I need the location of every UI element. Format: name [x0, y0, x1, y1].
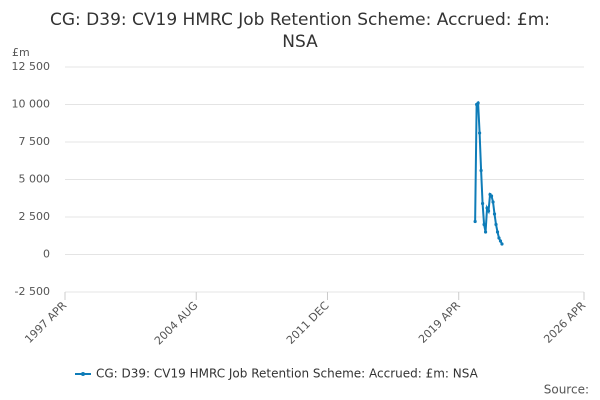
y-tick-label: 7 500: [19, 135, 51, 148]
x-tick-label: 2004 AUG: [152, 299, 201, 348]
point: [478, 131, 482, 135]
point: [485, 206, 489, 210]
y-tick-label: 5 000: [19, 173, 51, 186]
point: [500, 242, 504, 246]
y-tick-label: 2 500: [19, 210, 51, 223]
legend-marker: [81, 372, 85, 376]
y-tick-label: 0: [43, 248, 50, 261]
y-tick-label: -2 500: [15, 285, 50, 298]
x-tick-label: 2011 DEC: [284, 299, 332, 347]
point: [473, 219, 477, 224]
point: [494, 222, 498, 227]
point: [483, 230, 488, 234]
point: [479, 168, 483, 173]
point: [492, 212, 497, 216]
line: [474, 100, 503, 245]
y-tick-label: 10 000: [12, 98, 51, 111]
point: [498, 239, 503, 243]
point: [482, 222, 486, 227]
x-tick-label: 2026 APR: [541, 299, 588, 346]
point: [476, 101, 480, 105]
point: [497, 236, 501, 240]
x-tick-label: 2019 APR: [416, 299, 463, 346]
point: [489, 194, 494, 198]
point: [486, 209, 491, 213]
point: [480, 201, 485, 206]
chart-title: CG: D39: CV19 HMRC Job Retention Scheme:…: [50, 10, 550, 52]
y-tick-label: 12 500: [12, 60, 51, 73]
y-axis-label: £m: [12, 46, 30, 59]
x-tick-label: 1997 APR: [22, 299, 69, 346]
point: [495, 230, 500, 234]
legend-label: CG: D39: CV19 HMRC Job Retention Scheme:…: [96, 367, 479, 381]
source: Source:: [544, 383, 589, 397]
point: [491, 200, 495, 204]
